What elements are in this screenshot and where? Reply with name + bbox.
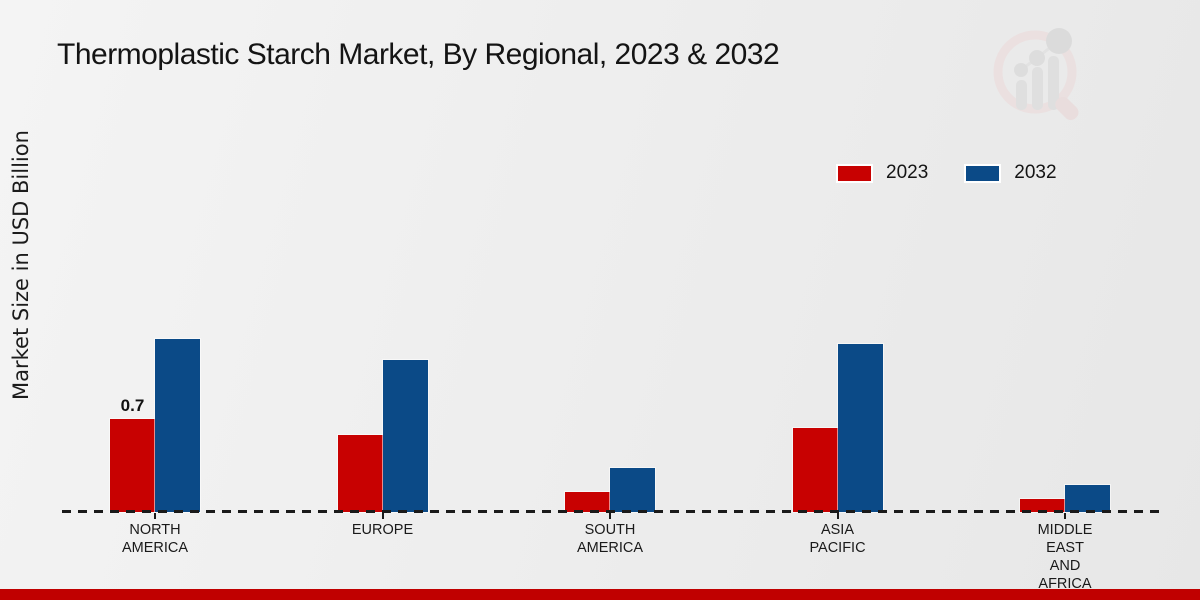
- legend-swatch-2023: [836, 163, 873, 183]
- bar-2032-europe: [381, 359, 429, 513]
- legend: 2023 2032: [836, 162, 1057, 184]
- legend-label-2023: 2023: [886, 162, 929, 183]
- category-label-line: ASIA: [820, 522, 855, 538]
- category-label-line: EUROPE: [351, 522, 414, 538]
- bar-value-label-2023-north-america: 0.7: [120, 396, 145, 415]
- x-axis-tick: [836, 513, 839, 519]
- x-axis-tick: [154, 513, 156, 519]
- footer-red-strip: [0, 589, 1200, 600]
- category-label-line: AMERICA: [576, 540, 644, 556]
- bar-2032-middle-east-and-africa: [1064, 484, 1111, 513]
- legend-label-2032: 2032: [1014, 162, 1057, 183]
- bar-2023-middle-east-and-africa: [1019, 498, 1066, 513]
- category-label-south-america: SOUTH AMERICA: [535, 521, 685, 557]
- x-axis-tick: [609, 513, 611, 519]
- bar-2023-north-america: [109, 418, 156, 513]
- category-label-north-america: NORTH AMERICA: [80, 521, 230, 557]
- category-label-line: AFRICA: [1038, 576, 1092, 592]
- legend-swatch-2032: [964, 163, 1002, 183]
- bar-2032-south-america: [609, 467, 656, 513]
- x-axis-tick: [1064, 513, 1066, 519]
- chart-title: Thermoplastic Starch Market, By Regional…: [57, 38, 780, 71]
- category-label-line: SOUTH: [584, 522, 636, 538]
- x-axis-baseline: [62, 510, 1159, 513]
- bar-2023-asia-pacific: [791, 427, 839, 513]
- category-label-line: NORTH: [129, 522, 181, 538]
- bar-2023-south-america: [564, 491, 611, 513]
- category-label-line: AMERICA: [121, 540, 189, 556]
- category-label-line: AND: [1049, 558, 1081, 574]
- category-label-asia-pacific: ASIA PACIFIC: [763, 521, 913, 557]
- magnifier-bar-chart-watermark-icon: [993, 28, 1079, 121]
- legend-item-2032: 2032: [964, 162, 1057, 184]
- bar-2032-north-america: [154, 338, 201, 513]
- category-label-middle-east-and-africa: MIDDLE EAST AND AFRICA: [990, 521, 1140, 593]
- bar-2023-europe: [336, 434, 384, 513]
- bar-2032-asia-pacific: [836, 343, 884, 513]
- category-label-line: MIDDLE: [1037, 522, 1093, 538]
- category-label-line: EAST: [1046, 540, 1084, 556]
- legend-item-2023: 2023: [836, 162, 928, 184]
- x-axis-tick: [381, 513, 384, 519]
- category-label-line: PACIFIC: [809, 540, 866, 556]
- category-label-europe: EUROPE: [308, 521, 458, 539]
